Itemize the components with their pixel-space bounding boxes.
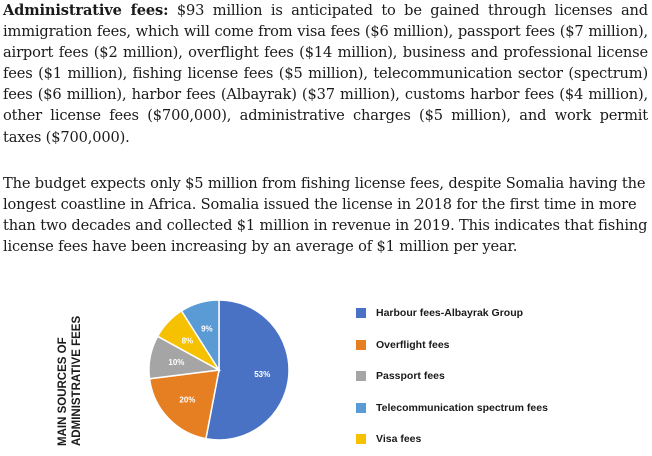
legend-item: Overflight fees	[356, 338, 450, 352]
pie-slice	[180, 299, 220, 373]
pie-slice-label: 20%	[179, 396, 195, 405]
legend-swatch	[356, 308, 366, 318]
pie-slice-label: 8%	[182, 336, 194, 345]
legend-item: Telecommunication spectrum fees	[356, 401, 548, 415]
chart-title-line-2: ADMINISTRATIVE FEES	[71, 316, 83, 446]
legend-item: Visa fees	[356, 432, 421, 446]
pie-slice-label: 10%	[168, 358, 184, 367]
legend-label: Overflight fees	[376, 338, 450, 351]
paragraph-administrative-fees: Administrative fees: $93 million is anti…	[3, 0, 648, 148]
chart-title: MAIN SOURCES OF ADMINISTRATIVE FEES	[43, 300, 111, 448]
pie-slice	[148, 369, 220, 440]
legend-swatch	[356, 339, 366, 350]
legend-label: Telecommunication spectrum fees	[376, 401, 548, 414]
legend-swatch	[356, 371, 366, 381]
paragraph-body: $93 million is anticipated to be gained …	[3, 2, 648, 146]
pie-slice-label: 53%	[254, 370, 270, 379]
pie-slice-label: 9%	[201, 324, 213, 333]
legend-swatch	[356, 434, 366, 444]
legend-label: Passport fees	[376, 370, 445, 382]
legend-item: Passport fees	[356, 369, 445, 383]
paragraph-lead: Administrative fees:	[3, 2, 169, 19]
pie-slice	[205, 299, 290, 441]
pie-chart: 53% 20% 10% 8% 9%	[148, 299, 290, 441]
legend-label: Harbour fees-Albayrak Group	[376, 307, 524, 319]
legend-swatch	[356, 402, 366, 413]
chart-title-line-1: MAIN SOURCES OF	[57, 337, 69, 446]
legend-item: Harbour fees-Albayrak Group	[356, 306, 523, 320]
paragraph-fishing-fees: The budget expects only $5 million from …	[3, 175, 648, 256]
legend-label: Visa fees	[376, 433, 422, 445]
